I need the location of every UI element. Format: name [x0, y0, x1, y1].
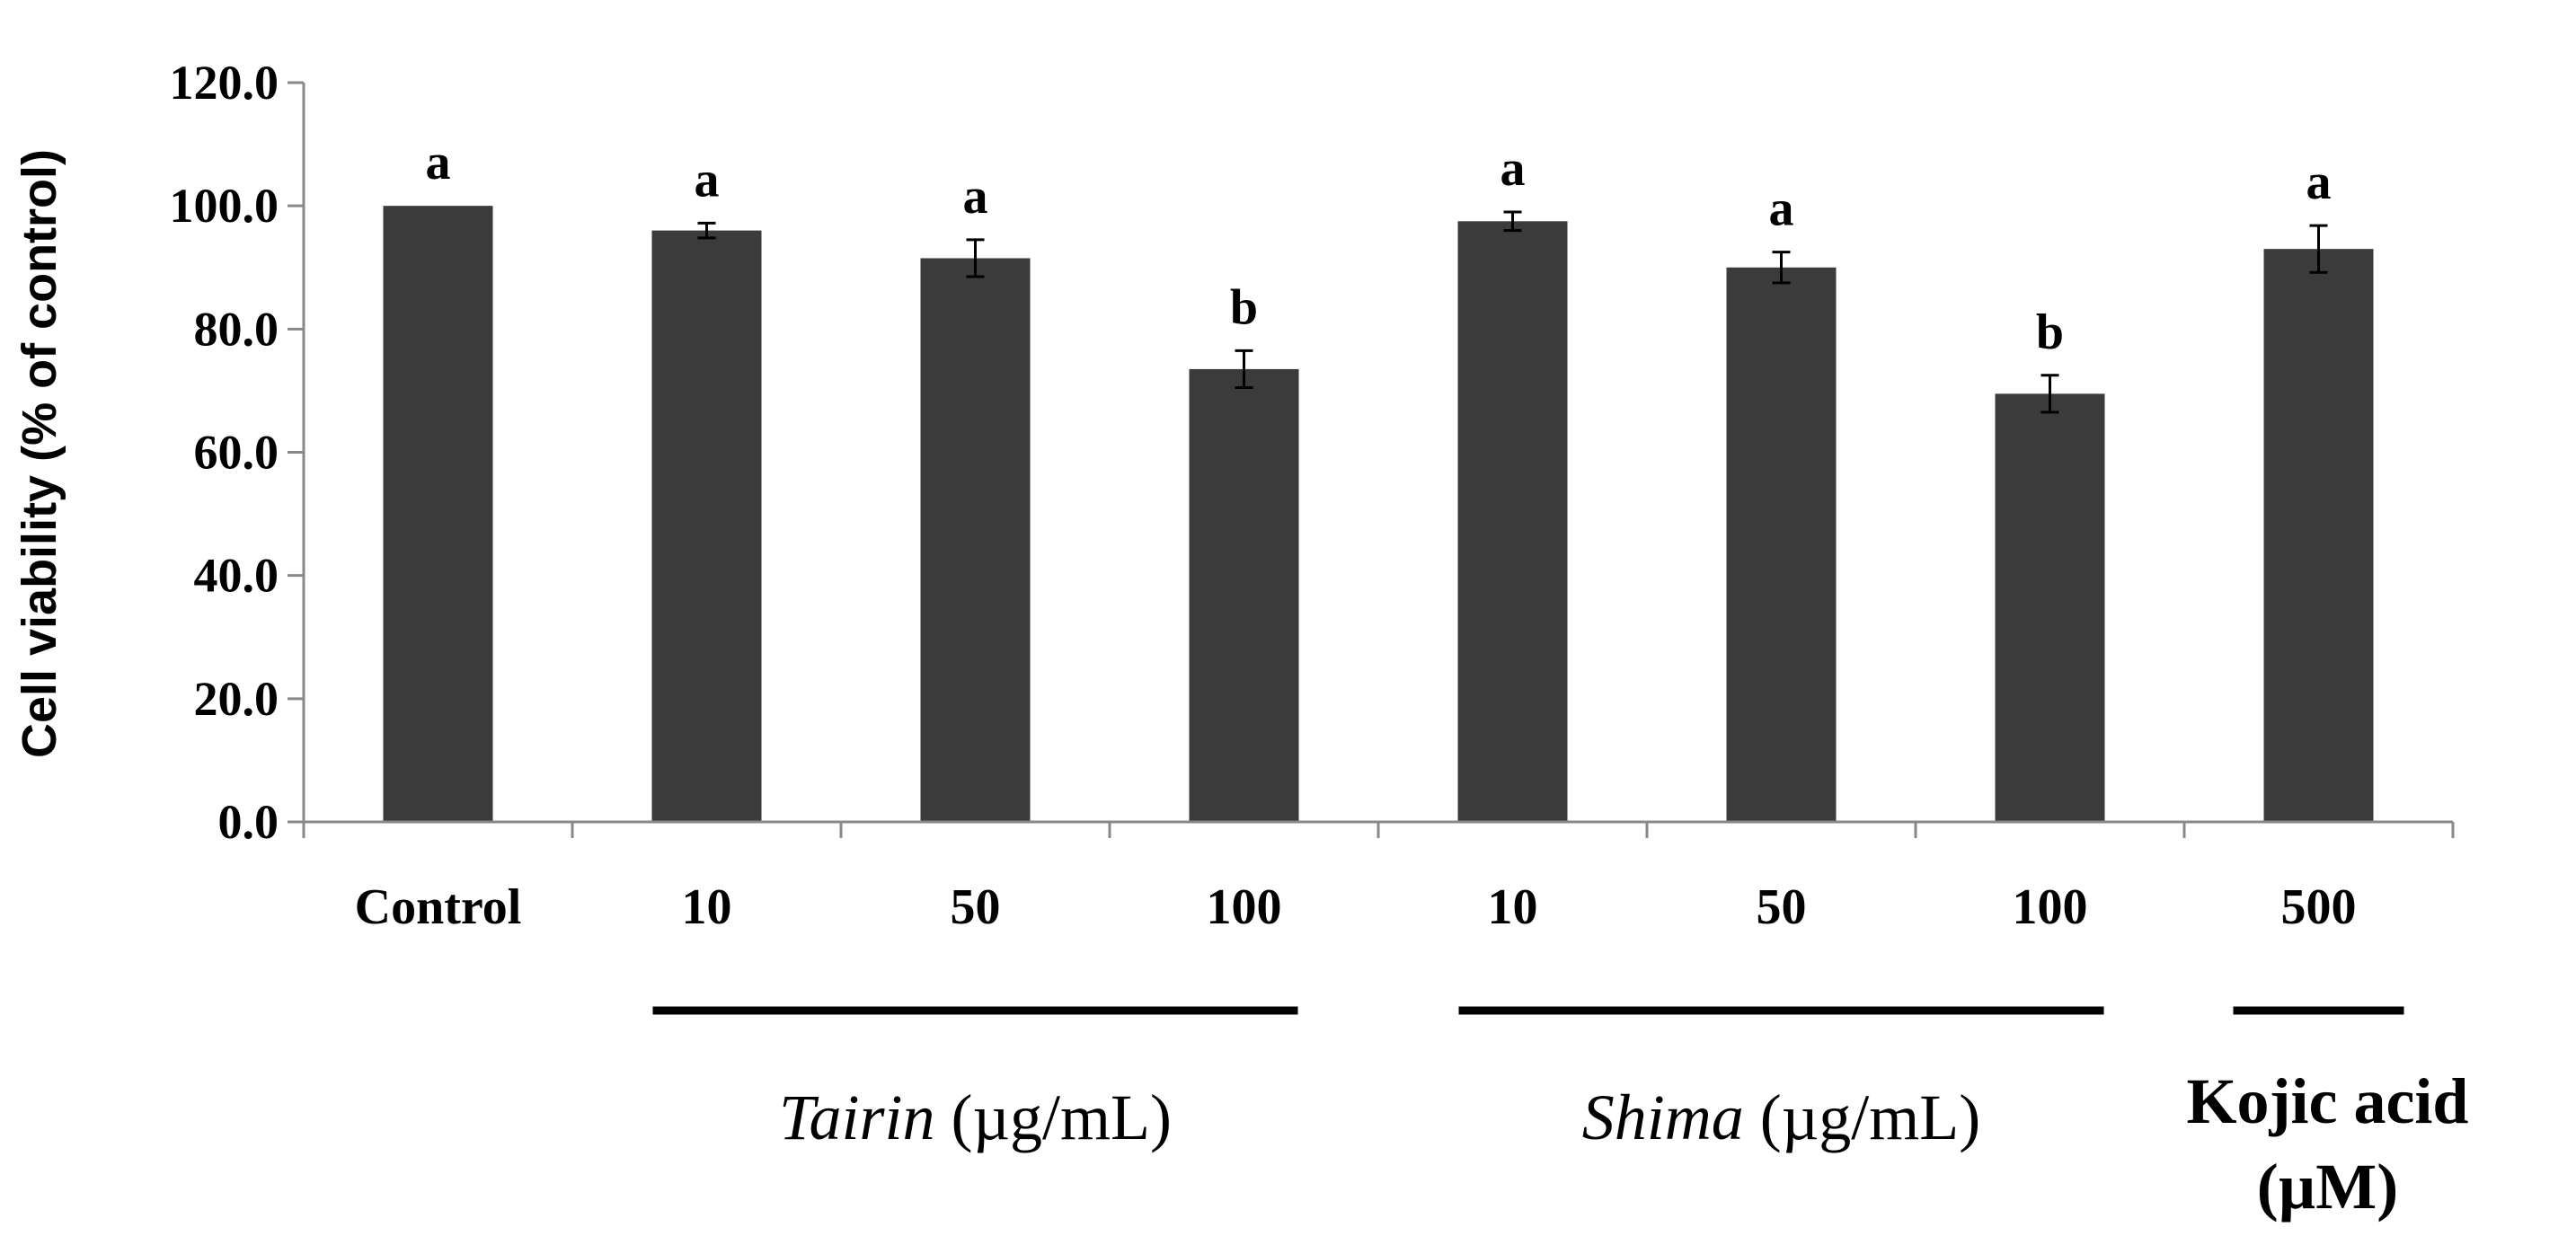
y-tick-label: 80.0	[194, 302, 279, 356]
significance-label: b	[2036, 305, 2064, 360]
x-tick-label: 50	[951, 879, 1001, 935]
y-axis: 0.0 20.0 40.0 60.0 80.0 100.0 120.0	[170, 56, 305, 849]
x-tick-label: 50	[1757, 879, 1807, 935]
bar	[651, 230, 762, 823]
group-label-italic: Tairin	[779, 1082, 934, 1153]
bar	[920, 258, 1031, 822]
bar	[1726, 267, 1837, 822]
y-tick-label: 0.0	[218, 795, 279, 849]
bar	[1189, 368, 1299, 822]
bar	[1457, 221, 1568, 822]
y-axis-title: Cell viability (% of control)	[13, 149, 66, 758]
y-tick-label: 40.0	[194, 549, 279, 603]
x-tick-label: 10	[682, 879, 732, 935]
bar	[2263, 249, 2374, 822]
x-tick-label: Control	[355, 879, 522, 935]
significance-label: a	[1769, 181, 1794, 237]
bar	[383, 206, 493, 822]
group-label-unit: (µg/mL)	[1744, 1082, 1980, 1153]
significance-label: a	[695, 152, 720, 208]
group-label-line2: (µM)	[2257, 1151, 2398, 1223]
x-tick-label: 500	[2281, 879, 2357, 935]
x-tick-label: 10	[1488, 879, 1538, 935]
x-tick-label: 100	[1207, 879, 1282, 935]
significance-label: a	[1500, 141, 1526, 197]
group-label: Tairin (µg/mL)	[779, 1082, 1172, 1153]
group-label-line1: Kojic acid	[2187, 1065, 2469, 1137]
y-tick-label: 60.0	[194, 426, 279, 480]
y-tick-label: 20.0	[194, 672, 279, 726]
group-label-italic: Shima	[1582, 1082, 1744, 1153]
y-tick-label: 120.0	[170, 56, 279, 110]
group-labels: Tairin (µg/mL) Shima (µg/mL) Kojic acid(µM…	[652, 1006, 2469, 1223]
group-label-unit: (µg/mL)	[935, 1082, 1172, 1153]
group-label: Shima (µg/mL)	[1582, 1082, 1980, 1153]
y-tick-label: 100.0	[170, 179, 279, 233]
x-axis: Control 10 50 100 10 50 100 500	[302, 820, 2455, 935]
significance-label: a	[2306, 155, 2332, 210]
x-tick-label: 100	[2013, 879, 2088, 935]
bars: a a a b a a b a	[383, 135, 2374, 823]
significance-label: a	[426, 135, 451, 190]
significance-label: a	[963, 169, 988, 225]
significance-label: b	[1230, 279, 1258, 335]
bar	[1995, 393, 2105, 822]
